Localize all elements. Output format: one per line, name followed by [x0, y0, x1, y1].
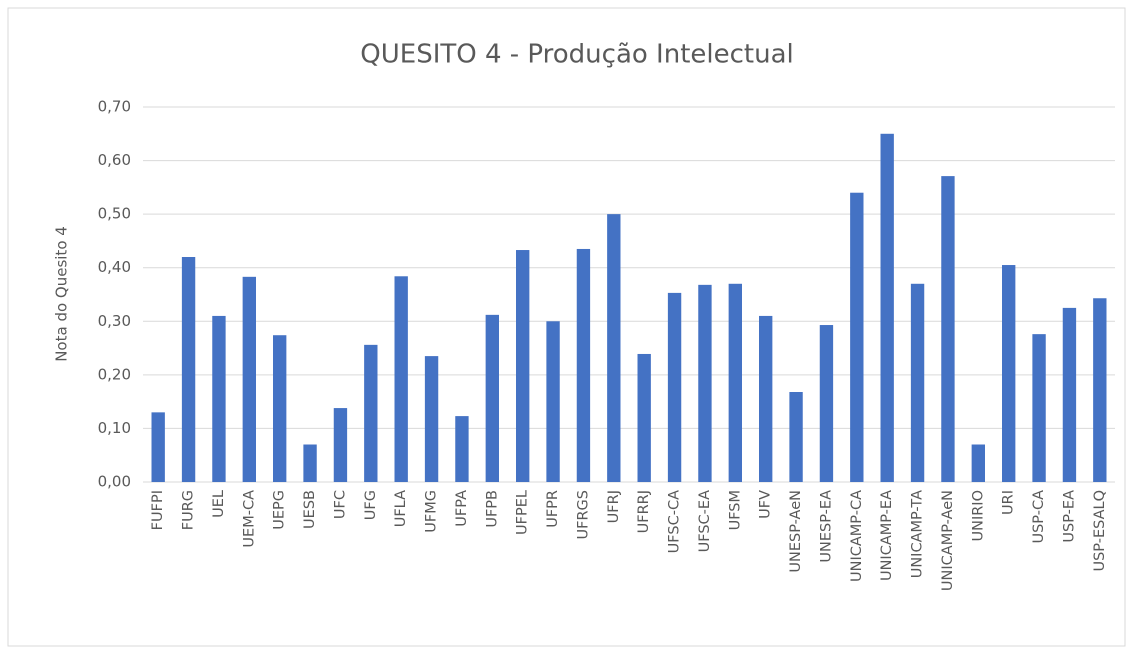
x-tick-label: UFSC-CA: [667, 490, 683, 553]
bar: [759, 315, 773, 482]
y-axis-label: Nota do Quesito 4: [53, 226, 71, 362]
y-tick-label: 0,10: [98, 419, 131, 437]
bar: [1032, 334, 1046, 482]
x-tick-label: UFG: [363, 490, 379, 520]
x-tick-label: UNICAMP-CA: [849, 490, 865, 582]
bar: [576, 248, 591, 482]
bar: [941, 176, 955, 482]
bar: [971, 444, 985, 482]
x-tick-label: FURG: [181, 490, 197, 530]
bar: [303, 444, 317, 482]
bar: [607, 214, 621, 482]
bar: [789, 392, 803, 482]
x-tick-label: USP-ESALQ: [1092, 490, 1108, 572]
bar: [394, 276, 408, 482]
x-tick-label: USP-EA: [1061, 490, 1077, 543]
y-tick-label: 0,60: [98, 151, 131, 169]
x-tick-label: USP-CA: [1031, 490, 1047, 544]
x-tick-label: UFSC-EA: [697, 490, 713, 552]
chart-frame: [7, 7, 1126, 647]
bar: [273, 335, 287, 482]
bar: [1062, 307, 1077, 482]
x-tick-label: UFPB: [484, 490, 500, 528]
x-tick-label: URI: [1001, 490, 1017, 515]
x-tick-label: UFRGS: [575, 490, 591, 539]
chart-title: QUESITO 4 - Produção Intelectual: [360, 40, 793, 70]
x-tick-label: UFC: [332, 490, 348, 519]
x-tick-label: UFSM: [727, 490, 743, 530]
bar: [850, 192, 864, 482]
x-tick-label: UNICAMP-EA: [879, 490, 895, 581]
x-tick-label: FUFPI: [150, 490, 166, 530]
bar: [819, 325, 834, 482]
bar: [455, 416, 469, 482]
bar: [698, 284, 712, 482]
x-tick-label: UNESP-EA: [818, 490, 834, 563]
bar: [667, 292, 682, 482]
x-tick-label: UFLA: [393, 490, 409, 527]
y-tick-label: 0,00: [98, 473, 131, 491]
x-tick-label: UNICAMP-AeN: [940, 490, 956, 591]
y-tick-label: 0,30: [98, 312, 131, 330]
bar: [424, 356, 439, 482]
x-tick-label: UEM-CA: [241, 490, 257, 548]
x-tick-label: UFRRJ: [636, 490, 652, 533]
bar: [1002, 265, 1016, 482]
x-tick-label: UFMG: [424, 490, 440, 533]
x-tick-label: UFPEL: [515, 490, 531, 535]
x-tick-label: UNICAMP-TA: [910, 490, 926, 578]
bar: [516, 250, 530, 482]
y-tick-label: 0,70: [98, 98, 131, 116]
x-tick-label: UNIRIO: [970, 490, 986, 542]
x-tick-label: UEL: [211, 490, 227, 518]
bar: [910, 283, 925, 482]
x-tick-label: UNESP-AeN: [788, 490, 804, 573]
x-tick-label: UFPR: [545, 490, 561, 528]
bar: [637, 353, 651, 482]
bar: [242, 276, 256, 482]
x-tick-label: UEPG: [272, 490, 288, 530]
y-tick-label: 0,50: [98, 205, 131, 223]
bar: [212, 315, 226, 482]
y-tick-label: 0,40: [98, 258, 131, 276]
x-tick-label: UFPA: [454, 490, 470, 527]
x-tick-label: UFV: [758, 490, 774, 519]
y-tick-label: 0,20: [98, 365, 131, 383]
x-tick-label: UESB: [302, 490, 318, 529]
bar: [728, 283, 742, 482]
bar: [1093, 298, 1107, 482]
bar: [151, 412, 165, 482]
x-tick-label: UFRJ: [606, 490, 622, 523]
bar: [485, 314, 499, 482]
bar: [546, 321, 560, 482]
bar: [364, 344, 378, 482]
bar: [333, 408, 348, 482]
bar: [181, 257, 196, 482]
bar: [880, 133, 894, 483]
